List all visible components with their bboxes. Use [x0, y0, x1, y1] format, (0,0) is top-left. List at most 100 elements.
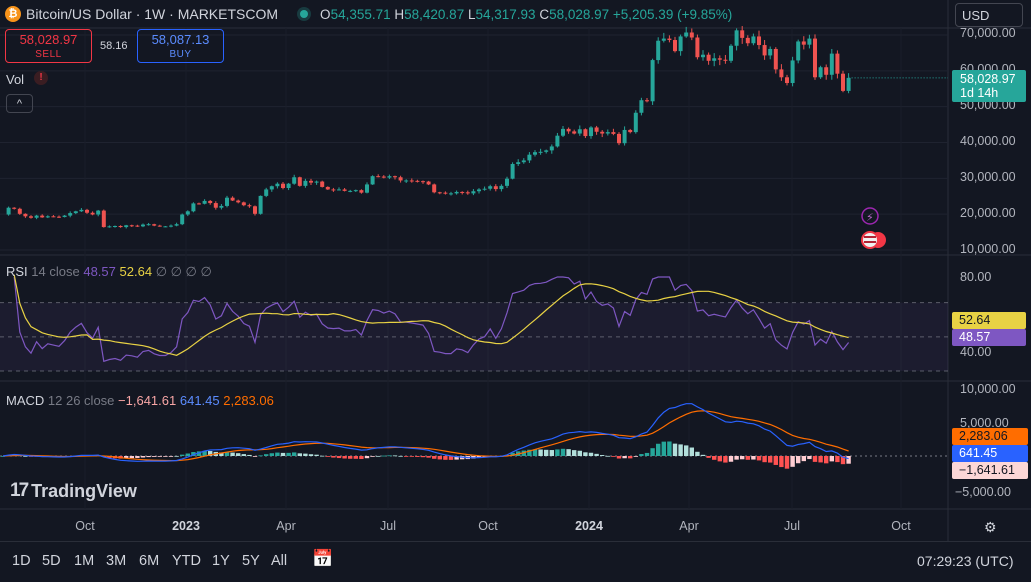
tradingview-logo: 17 TradingView: [10, 480, 137, 501]
macd-histogram-bar: [180, 454, 185, 456]
candle-body: [723, 59, 728, 61]
range-button-5d[interactable]: 5D: [42, 553, 61, 569]
macd-histogram-bar: [812, 456, 818, 462]
range-button-5y[interactable]: 5Y: [242, 553, 260, 569]
candle-body: [773, 48, 778, 70]
candle-body: [264, 189, 269, 196]
date-range-calendar-icon[interactable]: 📅: [312, 549, 334, 568]
macd-histogram-bar: [409, 456, 414, 457]
macd-histogram-bar: [628, 456, 633, 459]
macd-histogram-bar: [415, 456, 420, 457]
candle-body: [6, 207, 11, 215]
candle-body: [594, 127, 599, 132]
candle-body: [51, 216, 56, 218]
candle-body: [152, 224, 157, 226]
macd-histogram-bar: [196, 451, 202, 456]
candle-body: [628, 129, 633, 133]
currency-select[interactable]: USD: [955, 3, 1023, 27]
candle-body: [807, 38, 812, 45]
macd-histogram-bar: [280, 452, 286, 456]
candle-body: [286, 183, 291, 189]
macd-histogram-bar: [140, 456, 146, 458]
candle-body: [297, 177, 302, 186]
candle-body: [118, 225, 123, 228]
candle-body: [443, 192, 448, 194]
candle-body: [717, 58, 722, 60]
macd-histogram-bar: [219, 452, 224, 456]
macd-histogram-bar: [549, 450, 554, 456]
range-button-all[interactable]: All: [271, 553, 288, 569]
macd-histogram-bar: [728, 456, 734, 462]
rsi-ma-line: [13, 274, 849, 356]
rsi-tick-label: 80.00: [960, 270, 992, 284]
candle-body: [101, 210, 106, 228]
symbol-title[interactable]: Bitcoin/US Dollar · 1W · MARKETSCOM: [26, 6, 279, 22]
macd-histogram-bar: [790, 456, 795, 467]
candle-body: [751, 36, 756, 44]
macd-histogram-bar: [387, 455, 392, 457]
candle-body: [320, 181, 325, 187]
candle-body: [824, 67, 829, 75]
macd-histogram-bar: [353, 456, 358, 459]
macd-histogram-bar: [303, 453, 308, 456]
range-button-1m[interactable]: 1M: [74, 553, 95, 569]
range-button-ytd[interactable]: YTD: [172, 553, 201, 569]
candle-body: [583, 129, 588, 137]
candle-body: [740, 30, 745, 38]
candle-body: [493, 186, 498, 190]
candle-body: [449, 193, 453, 195]
candle-body: [426, 181, 431, 185]
volume-label[interactable]: Vol: [6, 72, 25, 87]
candle-body: [572, 131, 577, 134]
candle-body: [146, 224, 151, 226]
range-button-6m[interactable]: 6M: [139, 553, 160, 569]
candle-body: [527, 154, 532, 161]
candle-body: [813, 38, 817, 78]
candle-body: [538, 151, 543, 153]
buy-button[interactable]: 58,087.13 BUY: [137, 29, 224, 63]
macd-histogram-bar: [684, 445, 689, 456]
price-tick-label: 40,000.00: [960, 134, 1016, 148]
rsi-legend[interactable]: RSI 14 close 48.57 52.64 ∅ ∅ ∅ ∅: [6, 264, 212, 279]
macd-histogram-bar: [348, 456, 353, 459]
candle-body: [185, 211, 190, 215]
warning-icon[interactable]: !: [34, 71, 48, 85]
candle-body: [387, 176, 392, 178]
candle-body: [90, 212, 95, 215]
clock-readout[interactable]: 07:29:23 (UTC): [917, 553, 1014, 569]
macd-histogram-bar: [437, 456, 442, 460]
candle-body: [768, 48, 773, 56]
macd-histogram-bar: [600, 455, 605, 456]
macd-histogram-bar: [779, 456, 784, 468]
macd-histogram-bar: [224, 452, 230, 456]
macd-histogram-bar: [622, 456, 627, 459]
macd-histogram-bar: [157, 456, 162, 457]
macd-histogram-bar: [264, 454, 269, 456]
range-button-1y[interactable]: 1Y: [212, 553, 230, 569]
candle-body: [365, 184, 369, 193]
candle-body: [432, 184, 437, 193]
bottom-toolbar: [0, 541, 1031, 582]
macd-histogram-bar: [152, 456, 157, 457]
candle-body: [124, 225, 129, 228]
range-button-1d[interactable]: 1D: [12, 553, 31, 569]
macd-tick-label: 10,000.00: [960, 382, 1016, 396]
candle-body: [729, 45, 733, 61]
market-status-icon[interactable]: [300, 10, 309, 18]
macd-histogram-bar: [208, 451, 213, 456]
macd-line-badge: 641.45: [952, 445, 1028, 462]
macd-histogram-bar: [404, 456, 409, 457]
collapse-indicators-button[interactable]: ^: [6, 94, 33, 113]
axis-settings-icon[interactable]: ⚙: [984, 519, 997, 535]
macd-legend[interactable]: MACD 12 26 close −1,641.61 641.45 2,283.…: [6, 393, 274, 408]
candle-body: [219, 205, 224, 208]
macd-histogram-bar: [297, 453, 302, 456]
candle-body: [779, 69, 784, 78]
macd-line: [2, 403, 849, 462]
macd-histogram-bar: [443, 456, 448, 460]
range-button-3m[interactable]: 3M: [106, 553, 127, 569]
candle-body: [85, 209, 89, 213]
sell-button[interactable]: 58,028.97 SELL: [5, 29, 92, 63]
macd-histogram-bar: [174, 455, 179, 457]
